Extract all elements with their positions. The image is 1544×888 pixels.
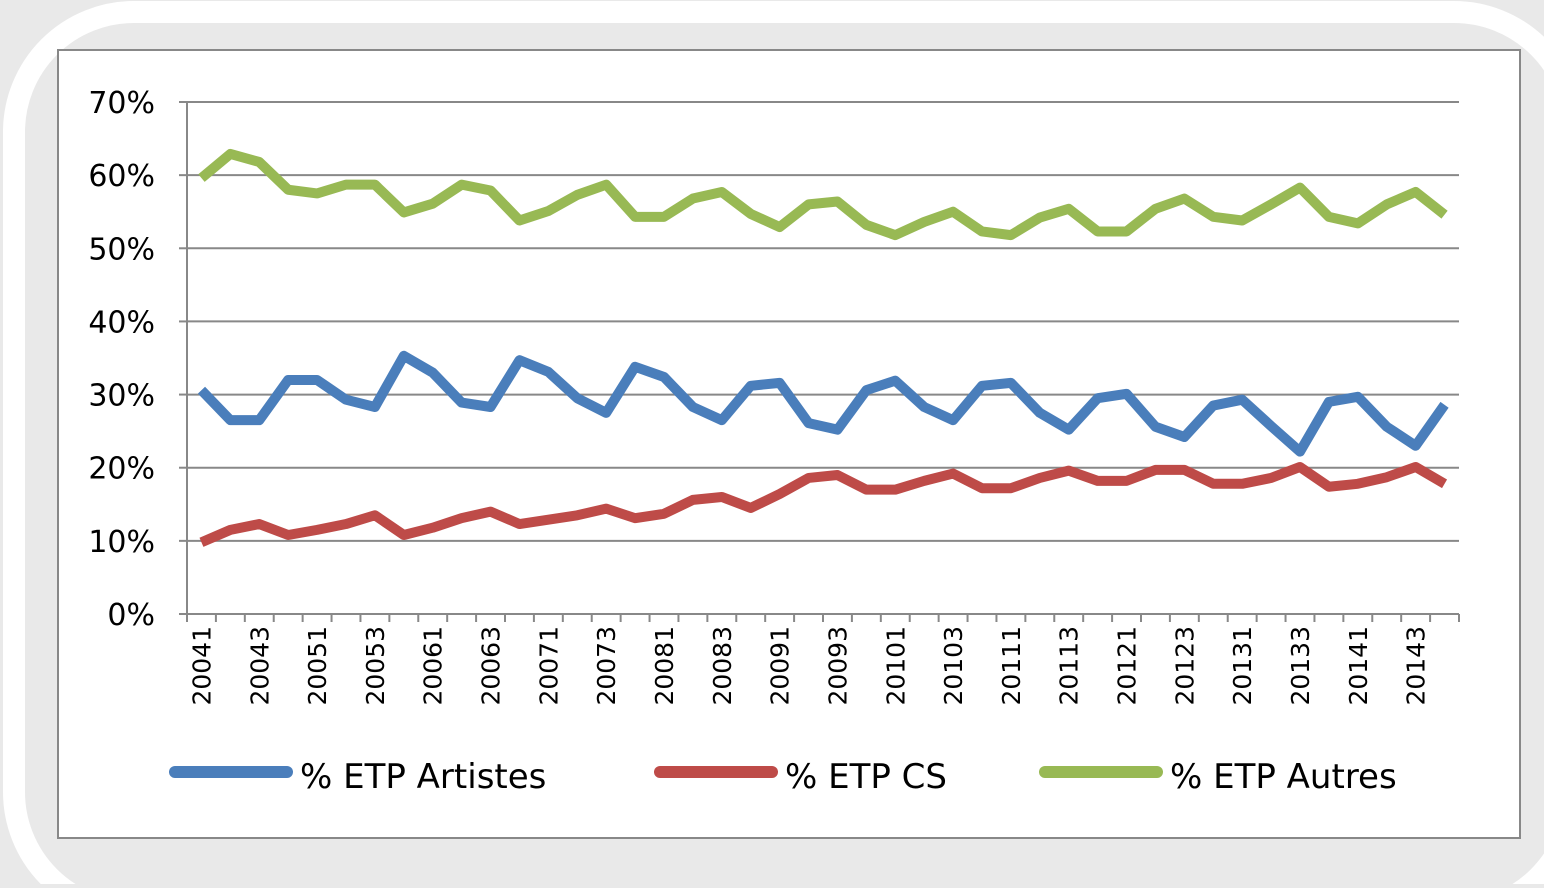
x-tick-label: 20063 (477, 626, 506, 706)
series-line (197, 350, 1449, 457)
x-tick-label: 20091 (766, 626, 795, 706)
x-tick-label: 20121 (1113, 626, 1142, 706)
series-line (199, 461, 1448, 547)
x-tick-label: 20053 (361, 626, 390, 706)
x-tick-label: 20083 (708, 626, 737, 706)
legend-label: % ETP Artistes (300, 757, 546, 797)
y-tick-label: 40% (88, 305, 155, 340)
x-tick-label: 20101 (881, 626, 910, 706)
x-tick-label: 20043 (245, 626, 274, 706)
y-tick-label: 70% (88, 86, 155, 121)
x-tick-label: 20093 (823, 626, 852, 706)
x-tick-label: 20133 (1286, 626, 1315, 706)
x-tick-label: 20041 (187, 626, 216, 706)
series-line (198, 148, 1448, 241)
plot-frame (57, 49, 1521, 839)
y-tick-label: 10% (88, 525, 155, 560)
y-tick-label: 20% (88, 452, 155, 487)
legend-label: % ETP CS (785, 757, 947, 797)
x-tick-label: 20081 (650, 626, 679, 706)
x-tick-label: 20141 (1344, 626, 1373, 706)
y-tick-label: 50% (88, 232, 155, 267)
x-tick-label: 20051 (303, 626, 332, 706)
x-tick-label: 20071 (534, 626, 563, 706)
x-tick-label: 20073 (592, 626, 621, 706)
legend-label: % ETP Autres (1170, 757, 1397, 797)
x-tick-label: 20131 (1228, 626, 1257, 706)
x-tick-label: 20113 (1055, 626, 1084, 706)
x-tick-label: 20111 (997, 626, 1026, 706)
x-tick-label: 20123 (1170, 626, 1199, 706)
y-tick-label: 0% (107, 598, 155, 633)
y-tick-label: 60% (88, 159, 155, 194)
y-tick-label: 30% (88, 379, 155, 414)
x-tick-label: 20143 (1402, 626, 1431, 706)
x-tick-label: 20103 (939, 626, 968, 706)
x-tick-label: 20061 (419, 626, 448, 706)
frame (3, 1, 1544, 888)
